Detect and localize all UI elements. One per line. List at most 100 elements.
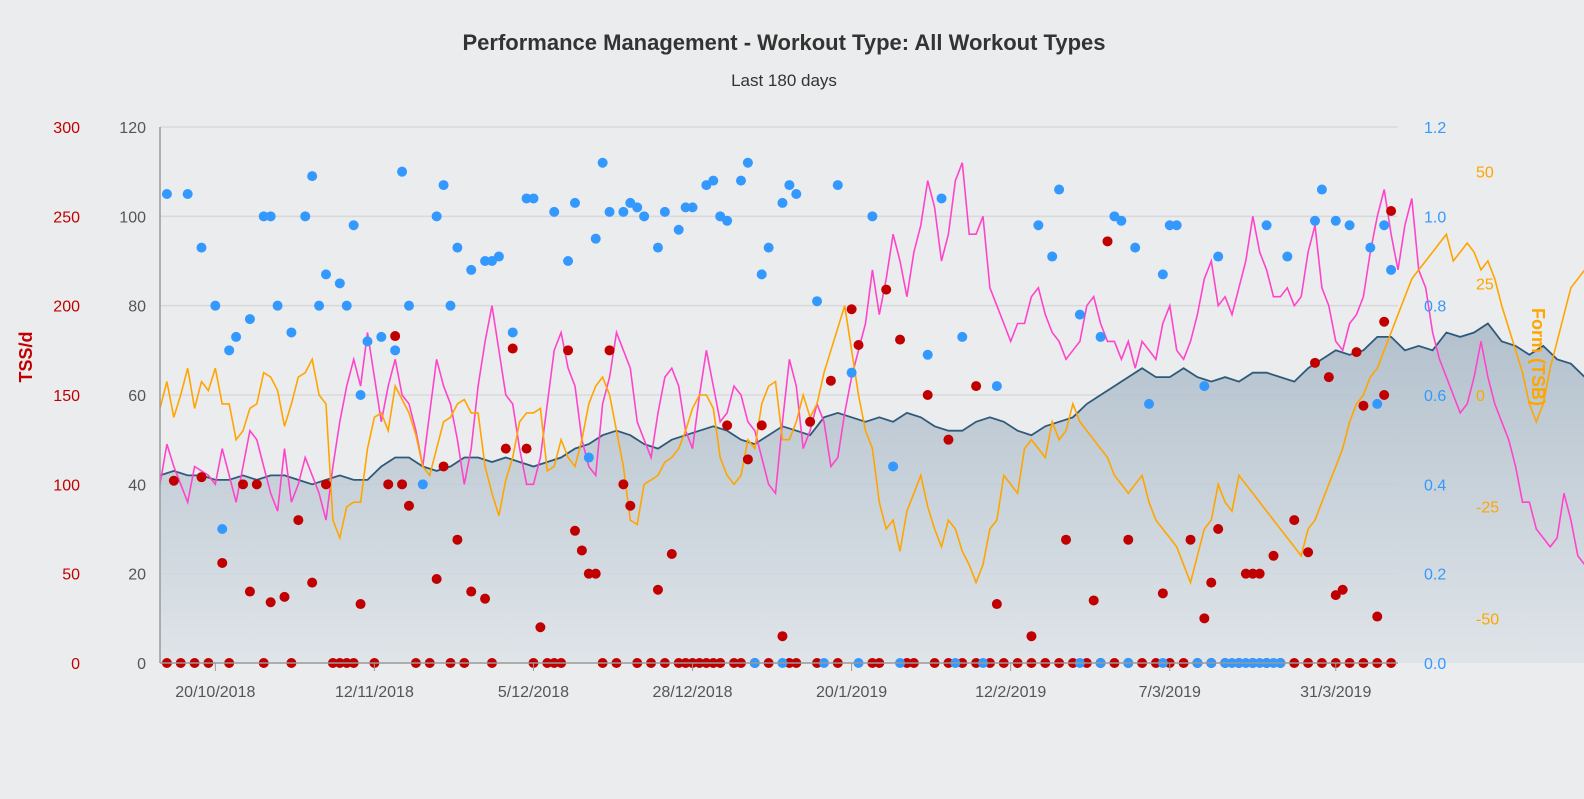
if-tick-label: 0.4 [1424, 477, 1446, 494]
x-tick-label: 12/2/2019 [975, 684, 1046, 701]
form-tick-label: 25 [1476, 276, 1494, 293]
fitness-area [160, 323, 1584, 663]
load-tick-label: 80 [128, 299, 146, 316]
if-point [563, 256, 574, 266]
if-point [1261, 220, 1272, 231]
tss-point [1254, 568, 1265, 579]
tss-point [1358, 400, 1369, 411]
tss-point [618, 479, 629, 490]
tss-point [1206, 577, 1217, 588]
if-point [1095, 331, 1106, 342]
tss-point [507, 343, 518, 354]
tss-point [1337, 584, 1348, 595]
tss-point [217, 557, 228, 568]
tss-point [895, 334, 906, 345]
x-tick-label: 20/10/2018 [175, 684, 255, 701]
tss-tick-label: 200 [53, 299, 80, 316]
tss-point [1157, 588, 1168, 599]
tss-tick-label: 0 [71, 656, 80, 673]
if-point [403, 300, 414, 311]
if-point [763, 242, 774, 253]
tss-point [390, 331, 401, 342]
form-tick-label: -50 [1476, 611, 1499, 628]
if-point [1282, 251, 1293, 262]
if-point [1344, 220, 1355, 231]
if-point [307, 171, 318, 182]
x-tick-label: 28/12/2018 [653, 684, 733, 701]
if-point [300, 211, 311, 222]
if-point [244, 314, 255, 325]
tss-point [403, 500, 414, 511]
tss-point [825, 375, 836, 386]
if-point [272, 300, 283, 311]
if-point [652, 242, 663, 253]
if-point [1144, 398, 1155, 409]
if-point [397, 166, 408, 177]
if-point [659, 206, 670, 217]
tss-point [1379, 390, 1390, 400]
tss-point [438, 461, 449, 472]
if-point [735, 175, 746, 186]
tss-point [1061, 534, 1072, 545]
load-tick-label: 120 [119, 120, 146, 137]
if-point [756, 269, 767, 280]
tss-point [604, 345, 615, 356]
form-tick-label: -25 [1476, 500, 1499, 517]
tss-point [583, 568, 594, 579]
if-point [832, 180, 843, 191]
if-point [528, 193, 539, 204]
tss-tick-label: 150 [53, 388, 80, 405]
tss-point [666, 549, 677, 560]
if-point [812, 296, 823, 307]
load-tick-label: 0 [137, 656, 146, 673]
if-point [846, 367, 857, 378]
tss-tick-label: 100 [53, 477, 80, 494]
tss-point [777, 631, 788, 642]
if-point [708, 175, 719, 186]
if-point [1047, 251, 1058, 262]
x-tick-label: 20/1/2019 [816, 684, 887, 701]
tss-point [722, 420, 733, 431]
if-point [1130, 242, 1141, 253]
tss-point [480, 593, 491, 604]
tss-point [1213, 524, 1224, 534]
if-point [217, 524, 228, 534]
if-point [632, 202, 643, 213]
fatigue-line [159, 162, 1584, 566]
tss-point [1310, 357, 1321, 368]
form-axis-title: Form (TSB) [1528, 308, 1548, 406]
if-point [922, 349, 933, 360]
if-point [867, 211, 878, 222]
tss-point [452, 534, 463, 545]
form-tick-label: 0 [1476, 388, 1485, 405]
tss-point [307, 577, 318, 588]
if-point [348, 220, 359, 231]
if-point [1213, 251, 1224, 262]
form-line [159, 232, 1584, 586]
tss-point [569, 525, 580, 536]
if-point [258, 211, 269, 222]
tss-point [971, 381, 982, 392]
if-point [224, 345, 235, 356]
if-point [231, 331, 242, 342]
tss-point [1289, 515, 1300, 526]
if-point [687, 202, 698, 213]
load-tick-label: 20 [128, 567, 146, 584]
if-point [722, 215, 733, 226]
tss-point [466, 586, 477, 597]
if-tick-label: 1.2 [1424, 120, 1446, 137]
load-tick-label: 40 [128, 477, 146, 494]
if-tick-label: 0.8 [1424, 299, 1446, 316]
if-tick-label: 1.0 [1424, 209, 1446, 226]
tss-point [1123, 534, 1134, 545]
if-point [355, 390, 366, 400]
tss-point [652, 584, 663, 595]
tss-point [320, 479, 331, 490]
tss-point [1240, 568, 1251, 579]
tss-point [991, 599, 1002, 610]
if-point [1164, 220, 1175, 231]
fitness-fill [160, 323, 1584, 663]
if-point [320, 269, 331, 280]
if-tick-label: 0.0 [1424, 656, 1446, 673]
